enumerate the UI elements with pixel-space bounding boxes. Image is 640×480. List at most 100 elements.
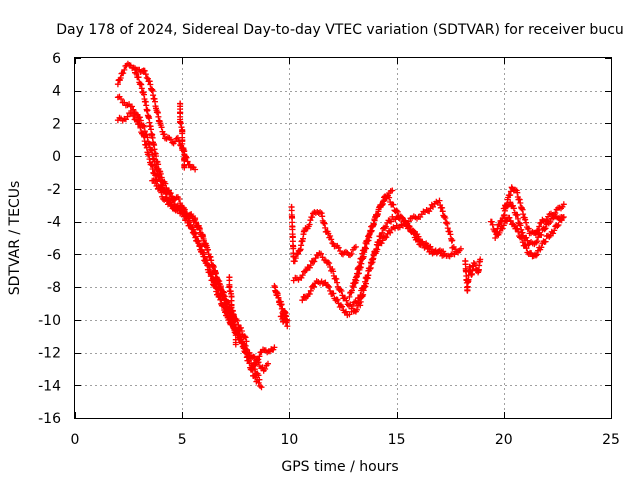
data-point-marker bbox=[299, 297, 306, 304]
data-point-marker bbox=[199, 231, 206, 238]
data-point-marker bbox=[330, 290, 337, 297]
data-point-marker bbox=[394, 208, 401, 215]
data-point-marker bbox=[199, 232, 206, 239]
series-track-9 bbox=[226, 274, 239, 348]
data-point-marker bbox=[522, 242, 529, 249]
data-point-marker bbox=[550, 230, 557, 237]
data-point-marker bbox=[271, 344, 278, 351]
data-point-marker bbox=[307, 217, 314, 224]
data-point-marker bbox=[517, 200, 524, 206]
data-point-marker bbox=[326, 260, 333, 267]
data-point-marker bbox=[121, 66, 128, 73]
data-point-marker bbox=[440, 252, 447, 259]
data-point-marker bbox=[538, 244, 545, 251]
data-point-marker bbox=[162, 196, 169, 202]
data-point-marker bbox=[386, 217, 393, 224]
data-point-marker bbox=[477, 256, 484, 263]
data-point-marker bbox=[329, 240, 336, 247]
y-tick-label: -12 bbox=[38, 346, 61, 362]
data-point-marker bbox=[195, 238, 202, 245]
data-point-marker bbox=[335, 244, 342, 251]
data-point-marker bbox=[302, 267, 309, 274]
series-track-11 bbox=[288, 203, 359, 265]
data-point-marker bbox=[226, 316, 233, 323]
data-point-marker bbox=[555, 222, 562, 228]
data-point-marker bbox=[334, 279, 341, 286]
data-point-marker bbox=[327, 233, 334, 239]
series-track-20 bbox=[500, 199, 565, 248]
data-point-marker bbox=[554, 223, 561, 230]
data-point-marker bbox=[551, 227, 558, 234]
data-point-marker bbox=[488, 218, 495, 225]
data-point-marker bbox=[246, 360, 253, 367]
data-point-marker bbox=[143, 74, 150, 81]
data-point-marker bbox=[471, 261, 478, 268]
data-point-marker bbox=[192, 215, 199, 222]
data-point-marker bbox=[525, 225, 532, 232]
data-point-marker bbox=[205, 262, 212, 269]
data-point-marker bbox=[306, 221, 313, 228]
data-point-marker bbox=[533, 252, 539, 259]
data-point-marker bbox=[523, 219, 530, 226]
data-point-marker bbox=[281, 312, 288, 319]
series-track-10 bbox=[271, 282, 291, 330]
data-point-marker bbox=[130, 106, 137, 113]
data-point-marker bbox=[262, 366, 269, 372]
data-point-marker bbox=[542, 238, 549, 245]
data-point-marker bbox=[547, 219, 554, 225]
x-axis-label: GPS time / hours bbox=[281, 459, 398, 475]
data-point-marker bbox=[370, 221, 377, 228]
data-point-marker bbox=[200, 249, 207, 256]
data-point-marker bbox=[379, 201, 386, 208]
data-point-marker bbox=[163, 197, 170, 204]
data-point-marker bbox=[470, 260, 477, 266]
data-point-marker bbox=[192, 229, 199, 236]
data-point-marker bbox=[393, 207, 400, 214]
data-point-marker bbox=[523, 245, 530, 252]
plot-frame bbox=[74, 57, 612, 419]
data-point-marker bbox=[560, 201, 567, 208]
data-point-marker bbox=[167, 202, 174, 209]
data-point-marker bbox=[457, 245, 464, 252]
data-point-marker bbox=[245, 357, 252, 364]
data-point-marker bbox=[510, 205, 517, 212]
data-point-marker bbox=[534, 227, 540, 234]
data-point-marker bbox=[181, 206, 188, 213]
data-point-marker bbox=[309, 214, 316, 221]
data-point-marker bbox=[177, 120, 184, 127]
data-point-marker bbox=[500, 222, 507, 229]
series-track-15 bbox=[350, 187, 396, 291]
y-tick-label: 2 bbox=[52, 116, 61, 132]
data-point-marker bbox=[507, 217, 514, 224]
data-point-marker bbox=[157, 177, 164, 184]
data-point-marker bbox=[141, 67, 148, 74]
data-point-marker bbox=[204, 257, 211, 264]
data-point-marker bbox=[519, 239, 526, 246]
x-tick-label: 5 bbox=[178, 432, 187, 448]
data-point-marker bbox=[365, 237, 372, 244]
data-point-marker bbox=[371, 217, 378, 224]
data-point-marker bbox=[387, 229, 394, 236]
data-point-marker bbox=[144, 107, 151, 114]
data-point-marker bbox=[348, 250, 355, 257]
x-tick-label: 15 bbox=[388, 432, 406, 448]
data-point-marker bbox=[514, 225, 521, 232]
data-point-marker bbox=[373, 246, 380, 253]
data-point-marker bbox=[177, 119, 184, 126]
data-point-marker bbox=[339, 303, 346, 310]
y-axis-tick-labels: 6 4 2 0 -2 -4 -6 -8 -10 -12 -14 -16 bbox=[38, 51, 61, 427]
data-point-marker bbox=[135, 74, 142, 81]
x-tick-label: 10 bbox=[280, 432, 298, 448]
data-point-marker bbox=[137, 80, 144, 87]
data-point-marker bbox=[142, 71, 149, 78]
series-track-13 bbox=[299, 213, 447, 319]
data-point-marker bbox=[183, 210, 190, 217]
data-series bbox=[114, 60, 567, 391]
series-track-7 bbox=[250, 344, 278, 372]
data-point-marker bbox=[534, 251, 540, 258]
data-point-marker bbox=[389, 187, 396, 194]
data-point-marker bbox=[278, 305, 285, 312]
data-point-marker bbox=[274, 292, 281, 299]
data-point-marker bbox=[500, 205, 507, 212]
